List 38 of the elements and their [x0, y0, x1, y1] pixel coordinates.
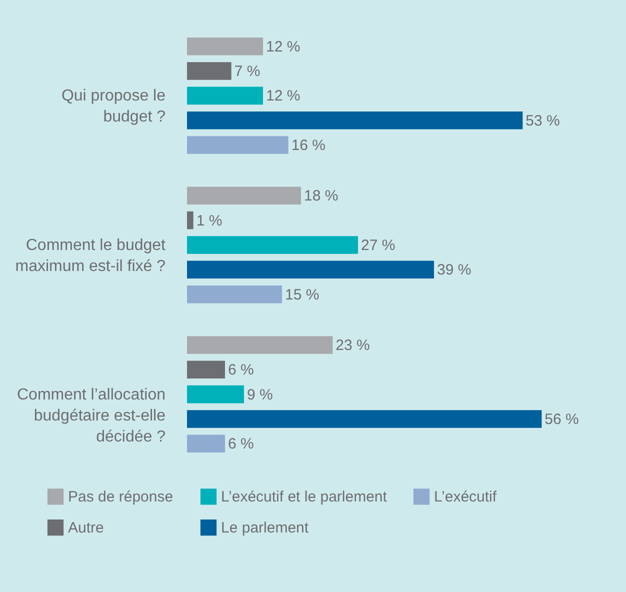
bar [187, 285, 282, 304]
y-tick-label: Comment le budget maximum est-il fixé ? [15, 237, 166, 275]
bar [187, 111, 523, 130]
legend-label: Pas de réponse [68, 488, 174, 506]
data-label: 18 % [304, 188, 338, 205]
data-label: 16 % [291, 137, 326, 154]
legend-label: L’exécutif [434, 488, 498, 506]
legend-label: Autre [68, 520, 104, 536]
data-label: 53 % [526, 112, 560, 130]
y-tick-label: Comment l’allocation budgétaire est-elle décidée ? [16, 386, 166, 446]
data-label: 23 % [336, 336, 370, 354]
data-label: 6 % [228, 362, 254, 379]
data-label: 12 % [266, 38, 300, 56]
data-label: 7 % [234, 63, 260, 80]
data-label: 9 % [247, 386, 273, 404]
bar [187, 434, 225, 453]
bar [187, 360, 225, 379]
bar [187, 62, 232, 80]
legend-label: L’exécutif et le parlement [221, 488, 388, 506]
legend-label: Le parlement [221, 520, 310, 536]
data-label: 12 % [266, 88, 300, 105]
data-label: 27 % [361, 237, 396, 254]
data-label: 56 % [544, 410, 579, 428]
bar [187, 37, 263, 56]
bar [187, 236, 358, 254]
bar [187, 410, 542, 428]
bar [187, 211, 194, 230]
data-label: 1 % [196, 212, 222, 230]
bar [187, 336, 333, 354]
bar [187, 385, 244, 404]
bar [187, 86, 263, 105]
data-label: 6 % [228, 436, 254, 453]
y-tick-label: Qui propose le budget ? [61, 88, 166, 126]
data-label: 39 % [437, 262, 472, 279]
data-label: 15 % [285, 286, 320, 304]
bar [187, 260, 434, 279]
bar [187, 186, 301, 205]
bar [187, 136, 288, 154]
